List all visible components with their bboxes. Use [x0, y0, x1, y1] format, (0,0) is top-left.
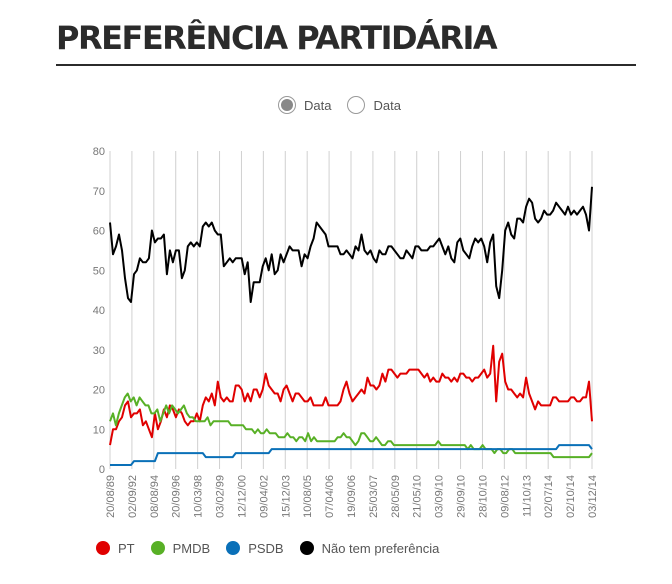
- legend-dot-icon: [150, 541, 165, 555]
- x-tick-label: 03/02/99: [215, 475, 227, 518]
- x-tick-label: 10/03/98: [193, 475, 205, 518]
- legend-item-psdb[interactable]: PSDB: [226, 540, 284, 556]
- data-toggle-2[interactable]: Data: [347, 96, 401, 114]
- y-tick-label: 20: [93, 385, 105, 397]
- x-tick-label: 20/08/89: [105, 475, 117, 518]
- legend-item-pmdb[interactable]: PMDB: [150, 540, 211, 556]
- y-tick-label: 60: [93, 226, 105, 238]
- x-tick-label: 03/12/14: [587, 475, 599, 518]
- x-tick-label: 29/09/10: [456, 475, 468, 518]
- legend-dot-icon: [96, 541, 110, 555]
- y-tick-label: 0: [99, 464, 105, 476]
- page-title: PREFERÊNCIA PARTIDÁRIA: [56, 19, 498, 57]
- x-tick-label: 21/05/10: [412, 475, 424, 518]
- radio-selected-icon[interactable]: [278, 96, 296, 114]
- x-tick-label: 07/04/06: [324, 475, 336, 518]
- title-divider: [56, 64, 636, 66]
- data-toggle-2-label: Data: [373, 97, 401, 113]
- series-line-n-o-tem-prefer-ncia: [109, 186, 593, 303]
- series-line-pt: [109, 344, 593, 446]
- legend-item-no-preference[interactable]: Não tem preferência: [299, 540, 440, 556]
- x-tick-label: 15/12/03: [280, 475, 292, 518]
- y-tick-label: 50: [93, 265, 105, 277]
- legend-label-pt: PT: [118, 540, 135, 556]
- x-tick-label: 25/03/07: [368, 475, 380, 518]
- x-tick-label: 19/09/06: [346, 475, 358, 518]
- x-tick-label: 11/10/13: [521, 475, 533, 517]
- x-tick-label: 10/08/05: [302, 475, 314, 518]
- legend-label-pmdb: PMDB: [172, 540, 211, 556]
- legend-label-psdb: PSDB: [248, 540, 284, 556]
- data-toggle-group: Data Data: [278, 94, 417, 116]
- x-tick-label: 08/08/94: [149, 475, 161, 518]
- legend-dot-icon: [299, 541, 314, 555]
- x-tick-label: 28/10/10: [477, 475, 489, 518]
- series-line-psdb: [110, 444, 593, 466]
- x-tick-label: 28/05/09: [390, 475, 402, 518]
- y-tick-label: 10: [93, 424, 105, 436]
- legend-label-no-preference: Não tem preferência: [321, 540, 440, 556]
- x-tick-label: 12/12/00: [236, 475, 248, 518]
- x-tick-label: 02/10/14: [565, 475, 577, 518]
- legend-item-pt[interactable]: PT: [96, 541, 135, 556]
- legend-dot-icon: [226, 541, 241, 555]
- x-tick-label: 03/09/10: [434, 475, 446, 518]
- x-tick-label: 20/09/96: [171, 475, 183, 518]
- data-toggle-1-label: Data: [304, 97, 332, 113]
- radio-unselected-icon[interactable]: [347, 96, 366, 114]
- y-tick-label: 80: [93, 146, 105, 158]
- y-tick-label: 30: [93, 345, 105, 357]
- legend: PT PMDB PSDB Não tem preferência: [96, 539, 455, 557]
- x-tick-label: 02/09/92: [127, 475, 139, 518]
- x-tick-label: 02/07/14: [543, 475, 555, 518]
- y-tick-label: 40: [93, 305, 105, 317]
- x-tick-label: 09/04/02: [258, 475, 270, 518]
- y-tick-label: 70: [93, 186, 105, 198]
- x-tick-label: 09/08/12: [499, 475, 511, 518]
- data-toggle-1[interactable]: Data: [278, 96, 331, 114]
